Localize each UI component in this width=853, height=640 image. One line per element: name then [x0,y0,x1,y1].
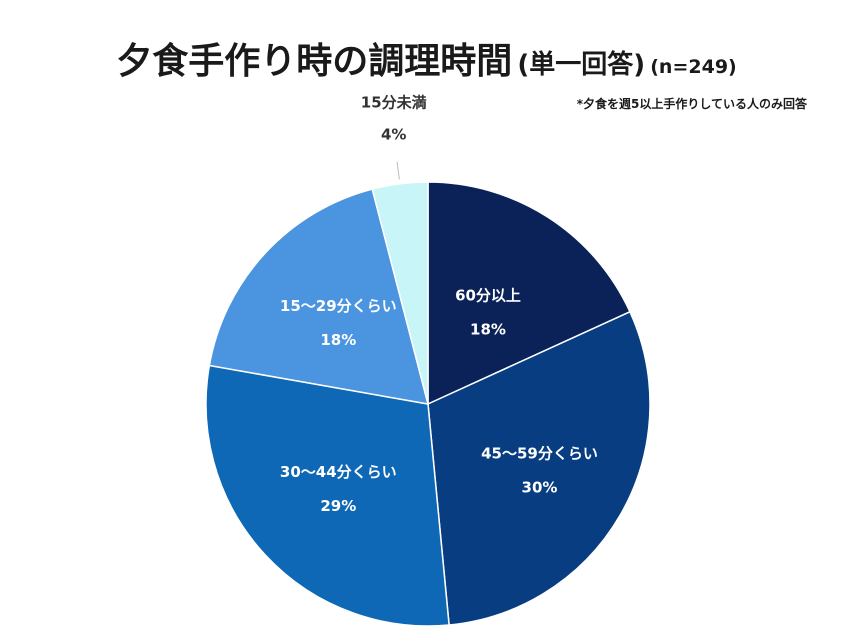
chart-note: *夕食を週5以上手作りしている人のみ回答 [576,97,807,111]
chart-title: 夕食手作り時の調理時間 [116,41,513,82]
pie-slice-1 [427,181,631,406]
slice-value-2: 30% [522,478,558,496]
pie-slice-4 [208,188,430,405]
leader-line-5 [396,161,400,180]
chart-title-suffix: (単一回答) [517,50,646,80]
slice-label-5: 15分未満 [361,93,427,111]
slice-value-3: 29% [320,497,356,515]
pie-slice-2 [427,310,651,626]
slice-label-3: 30〜44分くらい [280,463,397,481]
slice-value-5: 4% [381,125,406,143]
pie-slice-3 [205,364,450,627]
pie-slice-5 [371,181,429,405]
slice-value-4: 18% [320,331,356,349]
sample-size: (n=249) [650,56,737,78]
slice-label-4: 15〜29分くらい [280,297,397,315]
slice-value-1: 18% [470,321,506,339]
slice-label-2: 45〜59分くらい [481,444,598,462]
slice-label-1: 60分以上 [455,287,521,305]
chart-title-row: 夕食手作り時の調理時間 (単一回答) (n=249) [0,32,853,84]
